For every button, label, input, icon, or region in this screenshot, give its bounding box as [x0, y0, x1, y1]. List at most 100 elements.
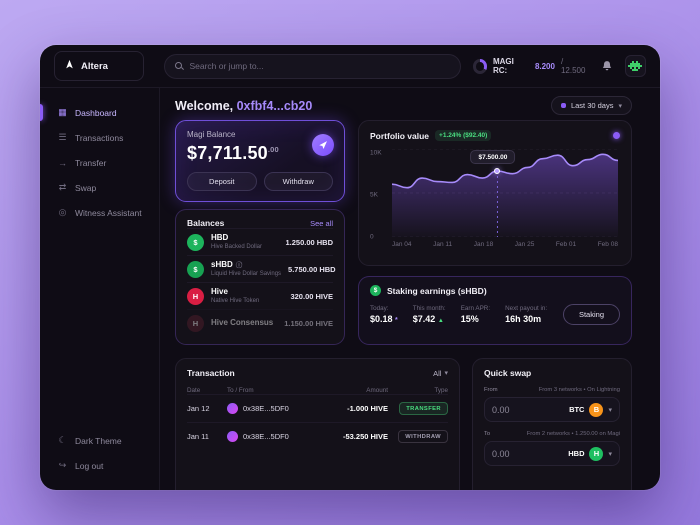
- swap-to-field[interactable]: HBD H ▾: [484, 441, 620, 466]
- app-name: Altera: [81, 60, 108, 72]
- sidebar-item-witness-assistant[interactable]: ◎ Witness Assistant: [40, 200, 159, 225]
- balance-row-hive-consensus[interactable]: H Hive Consensus 1.150.00 HIVE: [187, 309, 333, 336]
- x-tick: Jan 25: [514, 241, 535, 248]
- calendar-dot-icon: [560, 103, 566, 108]
- stat-this-month: This month: $7.42 ▲: [413, 305, 446, 324]
- notifications-bell-icon[interactable]: [600, 59, 614, 73]
- hive-consensus-coin-icon: H: [187, 314, 204, 332]
- stat-next-payout: Next payout in: 16h 30m: [505, 305, 547, 324]
- transaction-row[interactable]: Jan 12 0x38E...5DF0 -1.000 HIVE TRANSFER: [187, 394, 448, 422]
- user-avatar[interactable]: [624, 55, 646, 77]
- dark-theme-label: Dark Theme: [75, 435, 122, 446]
- chevron-down-icon[interactable]: ▾: [608, 406, 612, 414]
- deposit-button[interactable]: Deposit: [187, 172, 257, 191]
- from-currency: BTC: [569, 405, 585, 414]
- swap-arrows-icon: ⇄: [58, 182, 67, 192]
- stat-value: 16h 30m: [505, 314, 542, 324]
- y-tick-5k: 5K: [370, 191, 378, 199]
- transactions-card: Transaction All ▾ Date To / From Amount …: [175, 358, 460, 490]
- logout-icon: ↪: [58, 460, 67, 470]
- topbar: Altera MAGI RC: 8.200 / 12.500: [40, 45, 660, 88]
- sidebar-item-transactions[interactable]: ☰ Transactions: [40, 125, 159, 150]
- wallet-address: 0xfbf4...cb20: [236, 98, 313, 113]
- portfolio-chart-area[interactable]: 10K 5K 0 $7.500.00: [370, 149, 618, 241]
- x-tick: Jan 04: [392, 241, 412, 248]
- token-balance: 320.00 HIVE: [290, 291, 333, 301]
- witness-eye-icon: ◎: [58, 207, 67, 217]
- x-axis-labels: Jan 04 Jan 11 Jan 18 Jan 25 Feb 01 Feb 0…: [392, 241, 618, 248]
- stat-label: Next payout in:: [505, 305, 548, 312]
- date-range-selector[interactable]: Last 30 days ▾: [550, 96, 632, 115]
- magi-balance-title: Magi Balance: [187, 130, 236, 139]
- logout-label: Log out: [75, 460, 104, 471]
- tx-address: 0x38E...5DF0: [243, 404, 289, 413]
- token-balance: 1.150.00 HIVE: [284, 318, 333, 328]
- dashboard-grid-icon: ▦: [58, 107, 67, 117]
- transaction-row[interactable]: Jan 11 0x38E...5DF0 -53.250 HIVE WITHDRA…: [187, 422, 448, 450]
- token-name: Hive Consensus: [211, 317, 274, 327]
- transactions-filter[interactable]: All ▾: [433, 369, 448, 378]
- sidebar-item-transfer[interactable]: → Transfer: [40, 150, 159, 175]
- sidebar-item-dashboard[interactable]: ▦ Dashboard: [40, 100, 159, 125]
- sidebar-item-label: Transactions: [75, 132, 124, 143]
- swap-from-amount-input[interactable]: [492, 404, 565, 415]
- send-button[interactable]: [312, 134, 334, 156]
- column-header: Date: [187, 387, 201, 394]
- hive-coin-icon: H: [187, 287, 204, 305]
- staking-coin-icon: $: [370, 285, 381, 296]
- sidebar-item-label: Transfer: [75, 157, 107, 168]
- search-bar[interactable]: [164, 53, 461, 79]
- balance-row-shbd[interactable]: $ sHBD ⓘ Liquid Hive Dollar Savings 5.75…: [187, 255, 336, 282]
- main-content: Welcome, 0xfbf4...cb20 Last 30 days ▾ Ma…: [160, 88, 660, 490]
- stat-label: This month:: [412, 305, 446, 312]
- sidebar-footer: ☾ Dark Theme ↪ Log out: [40, 428, 159, 490]
- stat-earn-apr: Earn APR: 15%: [461, 305, 490, 324]
- dark-theme-toggle[interactable]: ☾ Dark Theme: [40, 428, 159, 453]
- withdraw-button[interactable]: Withdraw: [263, 172, 333, 191]
- logout-button[interactable]: ↪ Log out: [40, 453, 159, 478]
- resource-credits-ring-icon: [472, 58, 487, 74]
- portfolio-card: Portfolio value +1.24% ($92.40) 10K 5K 0: [358, 120, 632, 266]
- from-networks: From 3 networks: [538, 387, 582, 393]
- to-networks: From 2 networks: [526, 431, 570, 437]
- balance-cents: .00: [267, 145, 279, 154]
- token-subtitle: Native Hive Token: [211, 297, 260, 304]
- token-name: Hive: [211, 287, 228, 297]
- page-title: Welcome, 0xfbf4...cb20: [175, 99, 312, 113]
- from-label: From: [484, 387, 498, 393]
- to-currency: HBD: [568, 449, 585, 458]
- tx-type-badge: TRANSFER: [399, 402, 448, 415]
- portfolio-title: Portfolio value: [370, 130, 430, 141]
- chevron-down-icon[interactable]: ▾: [608, 450, 612, 458]
- sidebar-item-label: Witness Assistant: [75, 207, 142, 218]
- search-input[interactable]: [189, 61, 450, 71]
- quick-swap-title: Quick swap: [484, 368, 532, 378]
- balance-row-hive[interactable]: H Hive Native Hive Token 320.00 HIVE: [187, 282, 333, 309]
- info-icon[interactable]: ⓘ: [235, 261, 243, 269]
- transactions-title: Transaction: [187, 368, 235, 378]
- shbd-coin-icon: $: [187, 260, 204, 278]
- chevron-down-icon: ▾: [618, 102, 622, 110]
- stat-value: $0.18: [370, 314, 393, 324]
- token-balance: 1.250.00 HBD: [285, 237, 333, 247]
- tx-date: Jan 12: [187, 404, 210, 413]
- swap-to-amount-input[interactable]: [492, 448, 564, 459]
- x-tick: Feb 01: [555, 241, 577, 248]
- stat-label: Earn APR:: [460, 305, 491, 312]
- app-window: Altera MAGI RC: 8.200 / 12.500 ▦: [40, 45, 660, 490]
- tx-amount: -1.000 HIVE: [347, 404, 388, 413]
- series-legend-dot[interactable]: [613, 132, 620, 139]
- see-all-link[interactable]: See all: [310, 218, 333, 228]
- magi-rc-indicator: MAGI RC: 8.200 / 12.500: [472, 57, 589, 75]
- staking-button[interactable]: Staking: [562, 304, 620, 325]
- balance-row-hbd[interactable]: $ HBD Hive Backed Dollar 1.250.00 HBD: [187, 228, 333, 255]
- tx-address: 0x38E...5DF0: [243, 432, 289, 441]
- stat-value: 15%: [460, 314, 479, 324]
- chart-tooltip: $7.500.00: [470, 150, 516, 164]
- magi-rc-total: / 12.500: [560, 57, 586, 75]
- swap-from-field[interactable]: BTC B ▾: [484, 397, 620, 422]
- filter-value: All: [433, 368, 442, 378]
- sidebar-item-swap[interactable]: ⇄ Swap: [40, 175, 159, 200]
- search-icon: [175, 62, 183, 70]
- hbd-coin-icon: $: [187, 233, 204, 251]
